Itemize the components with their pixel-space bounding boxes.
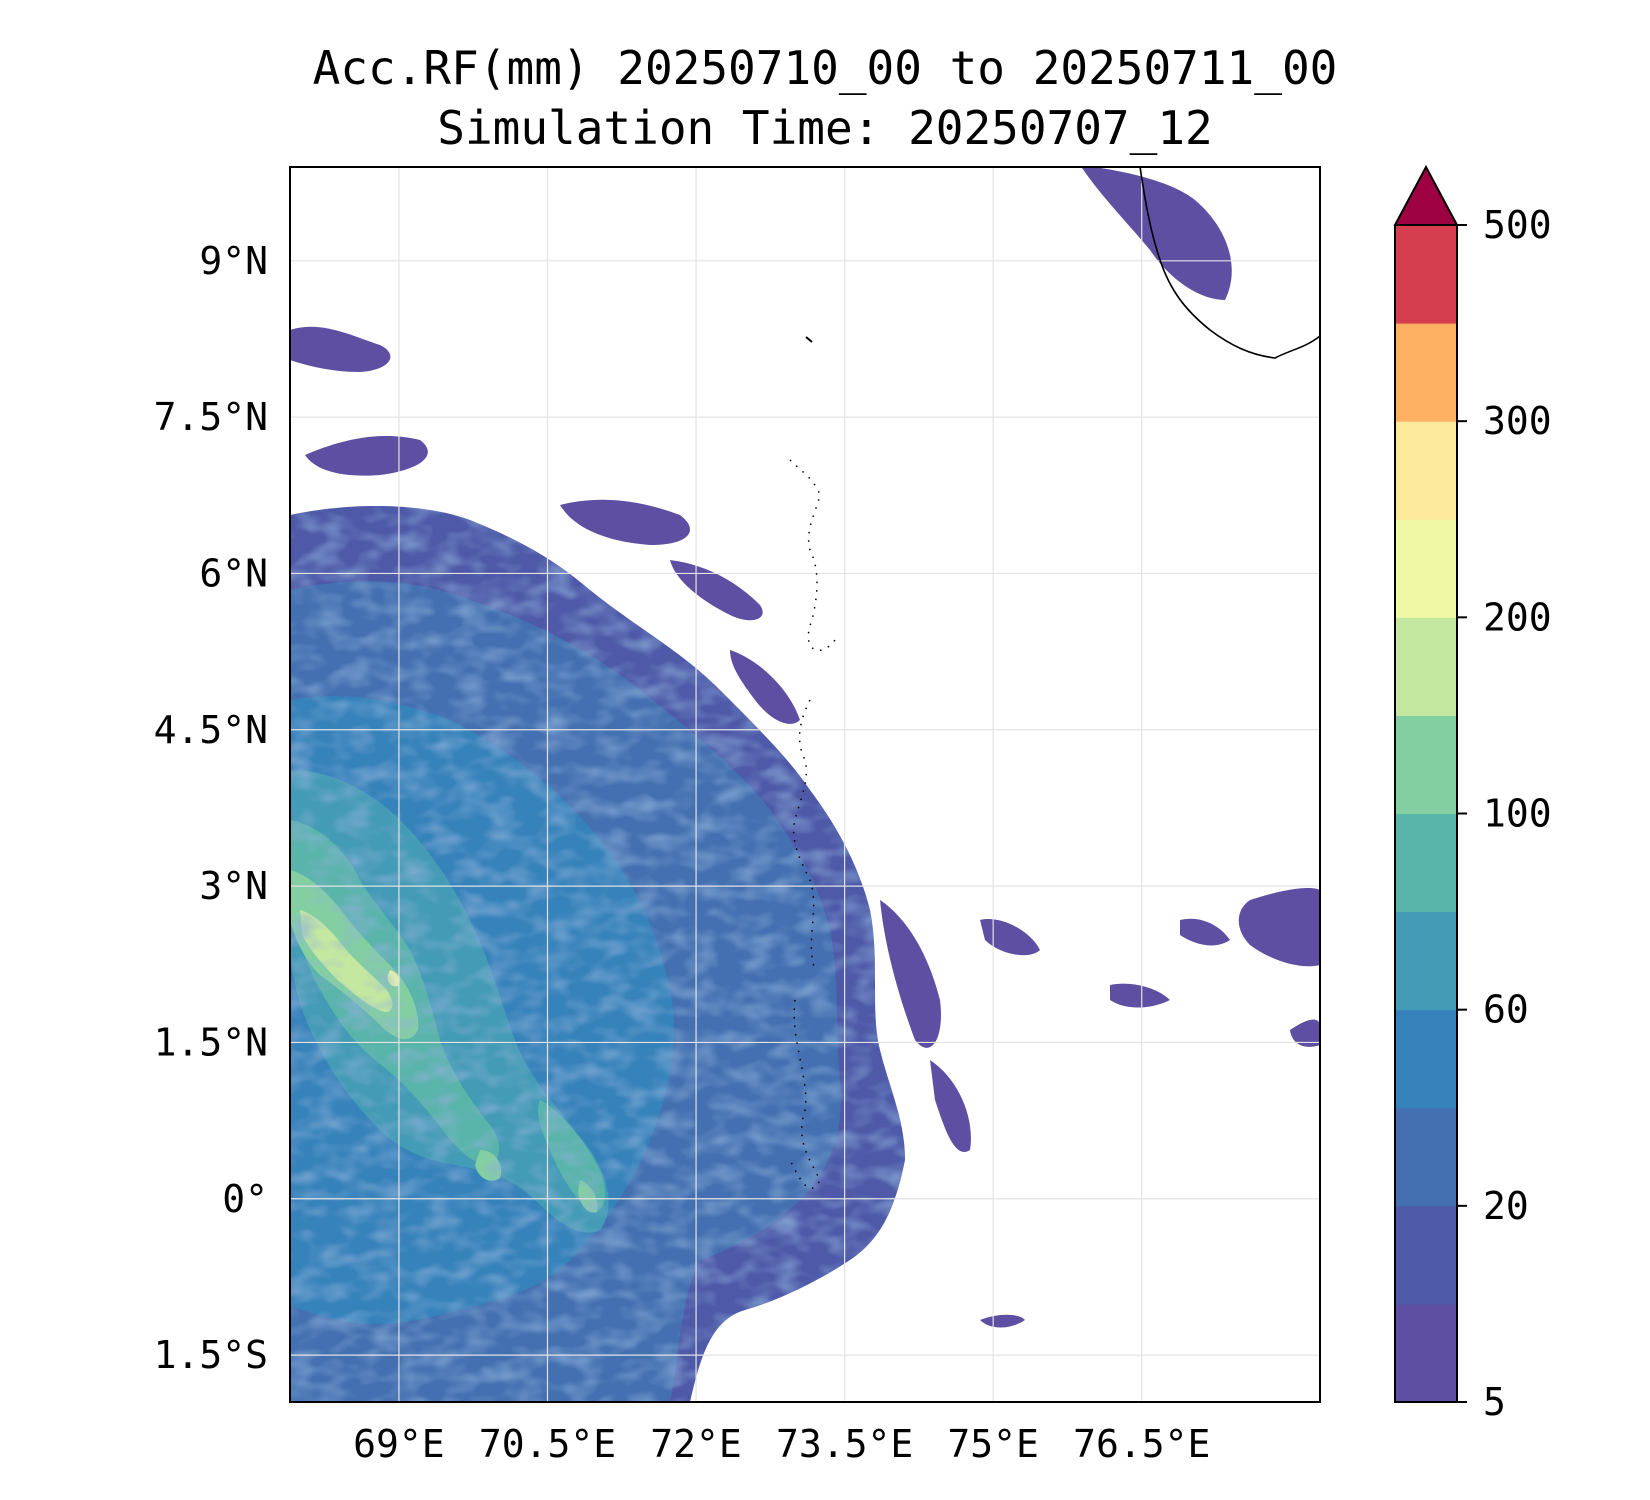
maldives-islands xyxy=(789,459,836,1189)
lat-tick-label: 9°N xyxy=(199,239,268,283)
colorbar-segment xyxy=(1395,1009,1457,1109)
map-gridlines xyxy=(290,167,1320,1402)
lon-tick-label: 72°E xyxy=(650,1422,742,1466)
colorbar-extend-arrow xyxy=(1393,164,1459,226)
latitude-axis: 9°N 7.5°N 6°N 4.5°N 3°N 1.5°N 0° 1.5°S xyxy=(154,239,268,1377)
colorbar-segment xyxy=(1395,1107,1457,1207)
colorbar-tick-label: 60 xyxy=(1483,988,1529,1032)
colorbar-tick-label: 20 xyxy=(1483,1184,1529,1228)
colorbar-segment xyxy=(1395,323,1457,422)
colorbar-segment xyxy=(1395,911,1457,1011)
colorbar-segment xyxy=(1395,225,1457,324)
colorbar-tick-label: 5 xyxy=(1483,1380,1506,1424)
india-coastline xyxy=(1139,167,1320,359)
colorbar-segment xyxy=(1395,1205,1457,1305)
lat-tick-label: 1.5°S xyxy=(154,1333,268,1377)
longitude-axis: 69°E 70.5°E 72°E 73.5°E 75°E 76.5°E xyxy=(353,1422,1210,1466)
colorbar: 5 20 60 100 200 300 500 xyxy=(1393,164,1552,1424)
colorbar-tick-label: 300 xyxy=(1483,399,1552,443)
lat-tick-label: 1.5°N xyxy=(154,1020,268,1064)
lat-tick-label: 4.5°N xyxy=(154,708,268,752)
colorbar-segment xyxy=(1395,813,1457,913)
laccadive-islet xyxy=(805,336,813,343)
colorbar-tick-label: 200 xyxy=(1483,595,1552,639)
colorbar-tick-label: 500 xyxy=(1483,203,1552,247)
colorbar-tick-label: 100 xyxy=(1483,792,1552,836)
lon-tick-label: 70.5°E xyxy=(479,1422,616,1466)
lon-tick-label: 73.5°E xyxy=(776,1422,913,1466)
lon-tick-label: 75°E xyxy=(947,1422,1039,1466)
colorbar-segment xyxy=(1395,715,1457,814)
lon-tick-label: 69°E xyxy=(353,1422,445,1466)
colorbar-segment xyxy=(1395,519,1457,618)
lat-tick-label: 7.5°N xyxy=(154,395,268,439)
map-frame xyxy=(289,166,1321,1403)
map-title-line-1: Acc.RF(mm) 20250710_00 to 20250711_00 xyxy=(312,41,1338,95)
map-subtitle-simulation-time: Simulation Time: 20250707_12 xyxy=(437,101,1213,155)
lat-tick-label: 0° xyxy=(222,1177,268,1221)
lon-tick-label: 76.5°E xyxy=(1073,1422,1210,1466)
colorbar-segment xyxy=(1395,617,1457,716)
rainfall-cells-outer xyxy=(290,167,1320,1328)
lat-tick-label: 6°N xyxy=(199,551,268,595)
lat-tick-label: 3°N xyxy=(199,864,268,908)
colorbar-segment xyxy=(1395,421,1457,520)
coastlines xyxy=(789,167,1320,1189)
colorbar-segment xyxy=(1395,1303,1457,1403)
